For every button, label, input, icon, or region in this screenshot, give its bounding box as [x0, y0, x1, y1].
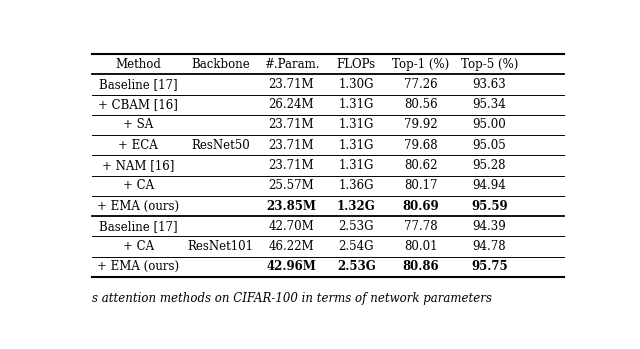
Text: 80.01: 80.01 — [404, 240, 438, 253]
Text: 80.56: 80.56 — [404, 98, 438, 111]
Text: Method: Method — [115, 58, 161, 70]
Text: 94.78: 94.78 — [472, 240, 506, 253]
Text: 95.28: 95.28 — [472, 159, 506, 172]
Text: 1.32G: 1.32G — [337, 200, 376, 213]
Text: 1.30G: 1.30G — [339, 78, 374, 91]
Text: + CA: + CA — [123, 240, 154, 253]
Text: + CBAM [16]: + CBAM [16] — [99, 98, 179, 111]
Text: 95.75: 95.75 — [471, 260, 508, 273]
Text: 95.34: 95.34 — [472, 98, 506, 111]
Text: 77.26: 77.26 — [404, 78, 438, 91]
Text: 2.53G: 2.53G — [339, 220, 374, 233]
Text: ResNet50: ResNet50 — [191, 139, 250, 152]
Text: 1.31G: 1.31G — [339, 98, 374, 111]
Text: 1.31G: 1.31G — [339, 159, 374, 172]
Text: 80.17: 80.17 — [404, 179, 438, 192]
Text: #.Param.: #.Param. — [264, 58, 319, 70]
Text: 95.59: 95.59 — [471, 200, 508, 213]
Text: 42.96M: 42.96M — [267, 260, 316, 273]
Text: 23.71M: 23.71M — [269, 139, 314, 152]
Text: s attention methods on CIFAR-100 in terms of network parameters: s attention methods on CIFAR-100 in term… — [92, 292, 492, 305]
Text: 23.85M: 23.85M — [266, 200, 316, 213]
Text: 79.92: 79.92 — [404, 118, 438, 132]
Text: Backbone: Backbone — [191, 58, 250, 70]
Text: 93.63: 93.63 — [472, 78, 506, 91]
Text: 95.00: 95.00 — [472, 118, 506, 132]
Text: 79.68: 79.68 — [404, 139, 438, 152]
Text: FLOPs: FLOPs — [337, 58, 376, 70]
Text: Baseline [17]: Baseline [17] — [99, 78, 178, 91]
Text: 2.53G: 2.53G — [337, 260, 376, 273]
Text: + ECA: + ECA — [118, 139, 158, 152]
Text: 46.22M: 46.22M — [269, 240, 314, 253]
Text: + EMA (ours): + EMA (ours) — [97, 200, 179, 213]
Text: + SA: + SA — [124, 118, 154, 132]
Text: 23.71M: 23.71M — [269, 78, 314, 91]
Text: 2.54G: 2.54G — [339, 240, 374, 253]
Text: 26.24M: 26.24M — [269, 98, 314, 111]
Text: Top-5 (%): Top-5 (%) — [461, 58, 518, 70]
Text: 1.31G: 1.31G — [339, 139, 374, 152]
Text: 25.57M: 25.57M — [269, 179, 314, 192]
Text: Top-1 (%): Top-1 (%) — [392, 58, 450, 70]
Text: 1.31G: 1.31G — [339, 118, 374, 132]
Text: 80.86: 80.86 — [403, 260, 440, 273]
Text: 94.94: 94.94 — [472, 179, 506, 192]
Text: 80.62: 80.62 — [404, 159, 438, 172]
Text: 23.71M: 23.71M — [269, 159, 314, 172]
Text: 77.78: 77.78 — [404, 220, 438, 233]
Text: 95.05: 95.05 — [472, 139, 506, 152]
Text: 42.70M: 42.70M — [269, 220, 314, 233]
Text: 94.39: 94.39 — [472, 220, 506, 233]
Text: 23.71M: 23.71M — [269, 118, 314, 132]
Text: + EMA (ours): + EMA (ours) — [97, 260, 179, 273]
Text: Baseline [17]: Baseline [17] — [99, 220, 178, 233]
Text: 80.69: 80.69 — [403, 200, 440, 213]
Text: ResNet101: ResNet101 — [188, 240, 254, 253]
Text: + NAM [16]: + NAM [16] — [102, 159, 175, 172]
Text: + CA: + CA — [123, 179, 154, 192]
Text: 1.36G: 1.36G — [339, 179, 374, 192]
